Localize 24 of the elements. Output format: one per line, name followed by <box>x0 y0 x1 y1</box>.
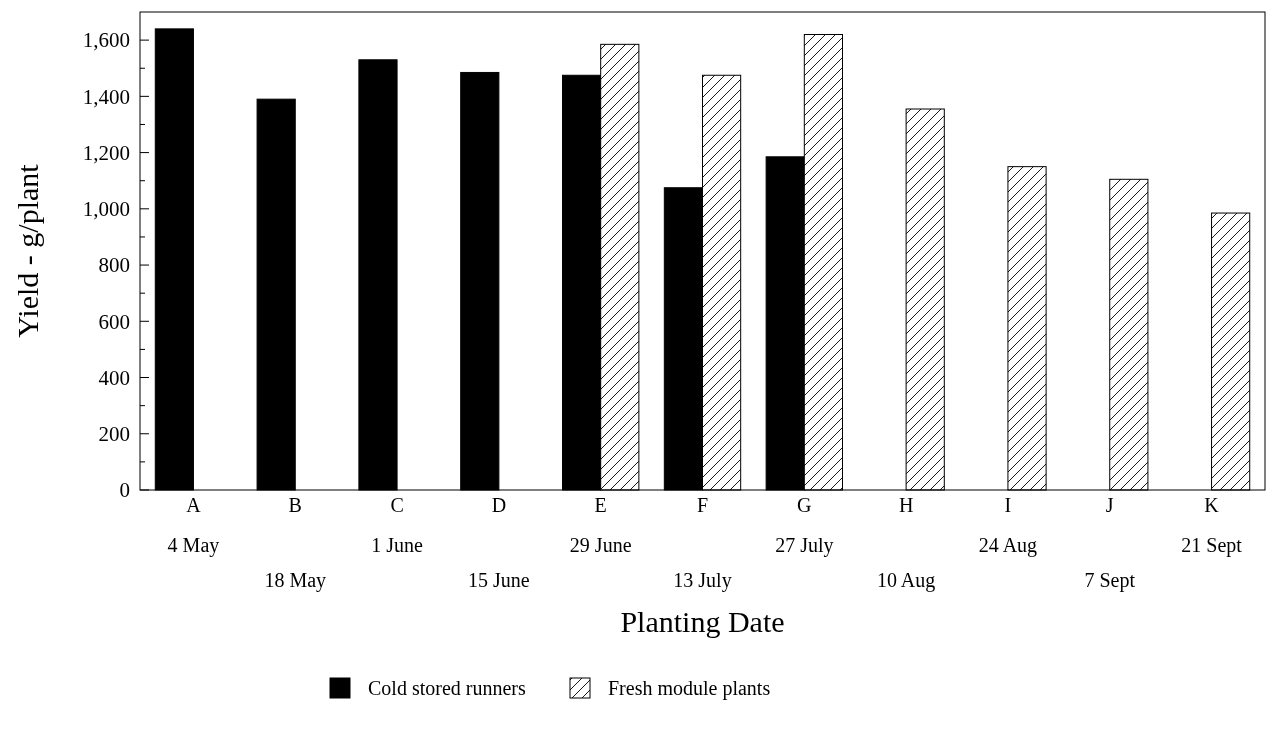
y-tick-label: 600 <box>98 309 130 334</box>
y-tick-label: 400 <box>98 365 130 390</box>
category-label: F 13 July <box>673 494 732 591</box>
y-axis-title: Yield - g/plant <box>11 163 44 338</box>
x-tick-label: A 4 May <box>167 494 220 557</box>
legend-label: Fresh module plants <box>608 677 771 700</box>
category-label: D 15 June <box>468 494 530 591</box>
y-tick-label: 1,400 <box>82 84 130 109</box>
x-tick-label: G 27 July <box>775 494 834 557</box>
y-tick-label: 1,000 <box>82 197 130 222</box>
category-label: J 7 Sept <box>1084 494 1136 591</box>
x-tick-label: I 24 Aug <box>978 494 1038 557</box>
y-tick-label: 0 <box>119 478 130 503</box>
x-tick-label: E 29 June <box>569 494 632 556</box>
category-label: B 18 May <box>264 494 327 591</box>
y-tick-label: 1,200 <box>82 140 130 165</box>
y-tick-label: 200 <box>98 422 130 447</box>
legend-label: Cold stored runners <box>368 677 526 699</box>
x-axis-title: Planting Date <box>620 605 785 638</box>
y-tick-label: 800 <box>98 253 130 278</box>
x-tick-label: K 21 Sept <box>1181 494 1243 557</box>
x-tick-label: C 1 June <box>371 494 424 556</box>
y-tick-label: 1,600 <box>82 28 130 53</box>
category-label: H 10 Aug <box>876 494 936 591</box>
